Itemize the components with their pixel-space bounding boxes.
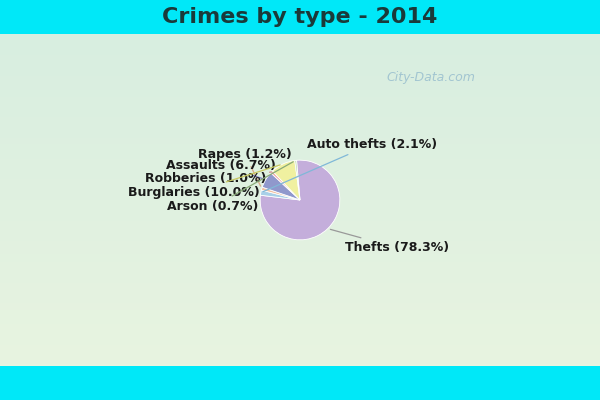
- Text: Rapes (1.2%): Rapes (1.2%): [198, 148, 292, 186]
- Text: Burglaries (10.0%): Burglaries (10.0%): [128, 165, 280, 198]
- Text: City-Data.com: City-Data.com: [386, 71, 475, 84]
- Wedge shape: [262, 187, 300, 200]
- Wedge shape: [271, 171, 300, 200]
- Wedge shape: [295, 160, 300, 200]
- Text: Arson (0.7%): Arson (0.7%): [167, 162, 293, 213]
- Text: Crimes by type - 2014: Crimes by type - 2014: [163, 7, 437, 27]
- Wedge shape: [272, 160, 300, 200]
- Wedge shape: [260, 160, 340, 240]
- Text: Auto thefts (2.1%): Auto thefts (2.1%): [263, 138, 437, 192]
- Text: Thefts (78.3%): Thefts (78.3%): [331, 229, 449, 254]
- Wedge shape: [262, 173, 300, 200]
- Text: Assaults (6.7%): Assaults (6.7%): [166, 159, 276, 179]
- Wedge shape: [260, 190, 300, 200]
- Text: Robberies (1.0%): Robberies (1.0%): [145, 172, 272, 185]
